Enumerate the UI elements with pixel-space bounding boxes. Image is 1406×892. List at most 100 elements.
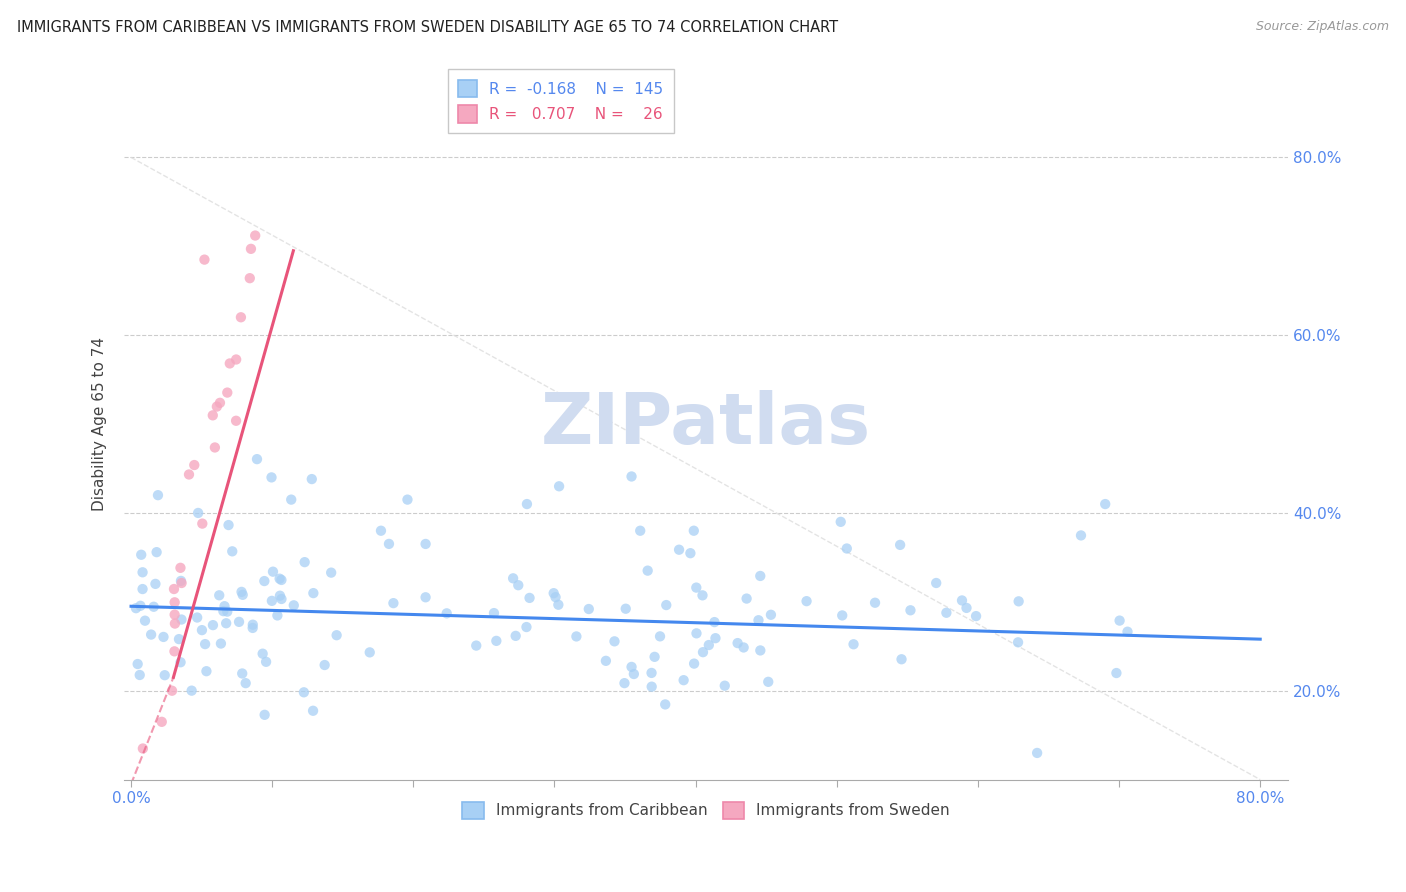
- Point: [132, 741, 155, 756]
- Point: [613, 676, 636, 690]
- Point: [239, 271, 262, 285]
- Point: [648, 629, 671, 643]
- Point: [167, 632, 190, 647]
- Point: [208, 396, 231, 410]
- Point: [950, 593, 973, 607]
- Point: [146, 488, 169, 502]
- Point: [145, 545, 167, 559]
- Point: [163, 582, 186, 596]
- Point: [925, 576, 948, 591]
- Point: [269, 589, 291, 603]
- Point: [1116, 624, 1139, 639]
- Point: [382, 596, 405, 610]
- Point: [759, 607, 782, 622]
- Point: [231, 585, 253, 599]
- Point: [170, 613, 193, 627]
- Point: [142, 599, 165, 614]
- Point: [269, 572, 291, 586]
- Point: [1026, 746, 1049, 760]
- Point: [756, 674, 779, 689]
- Point: [270, 573, 292, 587]
- Point: [396, 492, 419, 507]
- Point: [129, 599, 152, 613]
- Point: [214, 599, 236, 614]
- Point: [177, 467, 200, 482]
- Legend: Immigrants from Caribbean, Immigrants from Sweden: Immigrants from Caribbean, Immigrants fr…: [456, 796, 956, 825]
- Point: [796, 594, 818, 608]
- Point: [683, 657, 706, 671]
- Point: [201, 409, 224, 423]
- Point: [245, 228, 267, 243]
- Point: [835, 541, 858, 556]
- Point: [152, 630, 174, 644]
- Point: [1105, 666, 1128, 681]
- Point: [565, 629, 588, 643]
- Point: [672, 673, 695, 688]
- Point: [242, 621, 264, 635]
- Point: [465, 639, 488, 653]
- Point: [204, 441, 226, 455]
- Point: [183, 458, 205, 472]
- Point: [863, 596, 886, 610]
- Point: [655, 598, 678, 612]
- Point: [253, 707, 276, 722]
- Point: [830, 515, 852, 529]
- Point: [595, 654, 617, 668]
- Point: [485, 633, 508, 648]
- Point: [628, 524, 651, 538]
- Point: [502, 571, 524, 585]
- Point: [283, 599, 305, 613]
- Point: [831, 608, 853, 623]
- Point: [134, 614, 156, 628]
- Point: [163, 644, 186, 658]
- Point: [217, 385, 239, 400]
- Point: [266, 608, 288, 623]
- Point: [620, 469, 643, 483]
- Point: [378, 537, 401, 551]
- Point: [965, 609, 987, 624]
- Point: [1094, 497, 1116, 511]
- Point: [302, 586, 325, 600]
- Point: [603, 634, 626, 648]
- Point: [321, 566, 343, 580]
- Point: [668, 542, 690, 557]
- Point: [201, 618, 224, 632]
- Point: [679, 546, 702, 560]
- Point: [325, 628, 347, 642]
- Point: [186, 610, 208, 624]
- Point: [170, 576, 193, 591]
- Point: [191, 516, 214, 531]
- Point: [270, 591, 292, 606]
- Point: [218, 518, 240, 533]
- Point: [169, 655, 191, 669]
- Point: [641, 680, 664, 694]
- Point: [301, 472, 323, 486]
- Point: [640, 665, 662, 680]
- Point: [543, 586, 565, 600]
- Point: [644, 649, 666, 664]
- Point: [955, 601, 977, 615]
- Point: [614, 601, 637, 615]
- Point: [209, 636, 232, 650]
- Point: [208, 588, 231, 602]
- Point: [253, 574, 276, 588]
- Point: [242, 617, 264, 632]
- Point: [890, 652, 912, 666]
- Point: [131, 582, 153, 596]
- Point: [482, 606, 505, 620]
- Point: [682, 524, 704, 538]
- Point: [548, 479, 571, 493]
- Point: [704, 631, 727, 645]
- Text: ZIPatlas: ZIPatlas: [541, 390, 872, 458]
- Text: IMMIGRANTS FROM CARIBBEAN VS IMMIGRANTS FROM SWEDEN DISABILITY AGE 65 TO 74 CORR: IMMIGRANTS FROM CARIBBEAN VS IMMIGRANTS …: [17, 20, 838, 35]
- Point: [1007, 635, 1029, 649]
- Point: [302, 704, 325, 718]
- Point: [713, 679, 735, 693]
- Point: [221, 544, 243, 558]
- Point: [180, 683, 202, 698]
- Point: [218, 356, 240, 370]
- Point: [735, 591, 758, 606]
- Point: [900, 603, 922, 617]
- Point: [842, 637, 865, 651]
- Point: [727, 636, 749, 650]
